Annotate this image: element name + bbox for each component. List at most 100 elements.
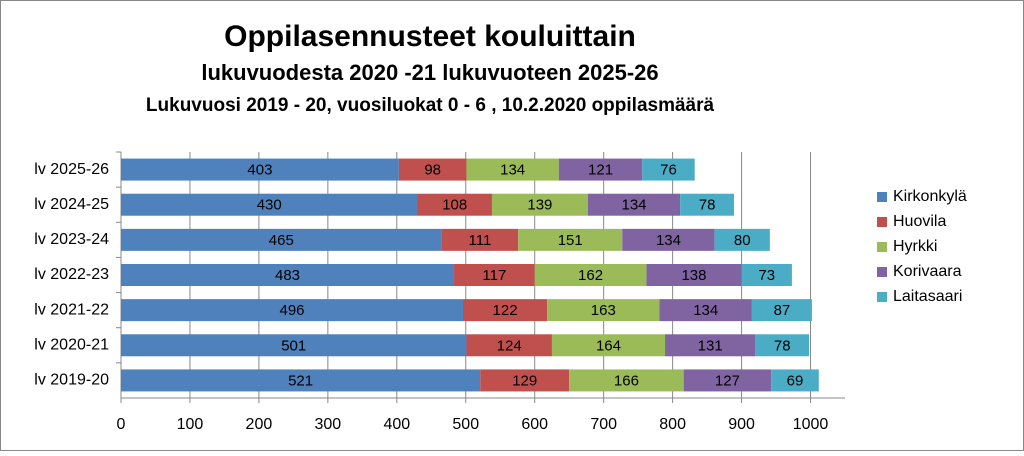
legend-label: Kirkonkylä <box>893 188 967 205</box>
y-tick-label: lv 2021-22 <box>34 301 109 318</box>
bar-segment <box>441 228 519 251</box>
bar-segment <box>646 264 742 286</box>
bar-segment <box>755 334 810 357</box>
bar-segment <box>121 158 399 181</box>
value-label: 138 <box>681 267 706 284</box>
bar-segment <box>558 158 643 181</box>
chart-note: Lukuvuosi 2019 - 20, vuosiluokat 0 - 6 ,… <box>146 95 715 116</box>
x-tick-label: 200 <box>246 416 273 433</box>
bar-segment <box>454 264 535 286</box>
value-label: 131 <box>698 337 723 354</box>
value-label: 111 <box>468 232 491 249</box>
bar-segment <box>683 369 772 392</box>
bar-segment <box>665 334 756 357</box>
bar-segment <box>121 299 464 322</box>
x-tick-label: 700 <box>590 416 617 433</box>
value-label: 403 <box>247 162 272 179</box>
legend-label: Laitasaari <box>893 288 962 305</box>
value-label: 108 <box>442 197 467 214</box>
bar-segment <box>751 299 812 322</box>
bar-segment <box>518 228 623 251</box>
value-label: 98 <box>424 162 441 179</box>
bar-segment <box>121 264 455 286</box>
bar-segment <box>587 193 681 216</box>
x-tick-label: 400 <box>383 416 410 433</box>
value-label: 134 <box>693 302 718 319</box>
bar-segment <box>659 299 752 322</box>
bar-segment <box>771 369 819 392</box>
value-label: 430 <box>257 197 282 214</box>
legend-swatch <box>877 267 887 277</box>
x-tick-label: 900 <box>728 416 755 433</box>
value-label: 501 <box>281 337 306 354</box>
bar-segment <box>121 228 442 251</box>
value-label: 496 <box>279 302 304 319</box>
bar-segment <box>121 334 467 357</box>
x-tick-label: 0 <box>117 416 126 433</box>
bar-segment <box>547 299 660 322</box>
value-label: 134 <box>500 162 525 179</box>
bar-segment <box>569 369 684 392</box>
value-label: 80 <box>734 232 751 249</box>
value-label: 129 <box>512 372 537 389</box>
bar-segment <box>463 299 548 322</box>
value-label: 139 <box>527 197 552 214</box>
bar-segment <box>534 264 647 286</box>
value-label: 521 <box>288 372 313 389</box>
x-tick-label: 300 <box>315 416 342 433</box>
chart-title: Oppilasennusteet kouluittain <box>224 20 636 53</box>
legend-swatch <box>877 292 887 302</box>
x-tick-label: 600 <box>521 416 548 433</box>
legend-swatch <box>877 192 887 202</box>
y-tick-label: lv 2025-26 <box>34 161 109 178</box>
legend-label: Huovila <box>893 213 946 230</box>
bar-segment <box>622 228 715 251</box>
x-tick-label: 500 <box>452 416 479 433</box>
value-label: 124 <box>497 337 522 354</box>
x-tick-label: 800 <box>659 416 686 433</box>
bar-segment <box>417 193 492 216</box>
value-label: 122 <box>493 302 518 319</box>
value-label: 151 <box>558 232 583 249</box>
bar-segment <box>466 158 559 181</box>
y-tick-label: lv 2023-24 <box>34 231 109 248</box>
value-label: 134 <box>656 232 681 249</box>
value-label: 163 <box>591 302 616 319</box>
bar-segment <box>121 193 418 216</box>
bar-segment <box>680 193 734 216</box>
bar-segment <box>642 158 695 181</box>
y-tick-label: lv 2024-25 <box>34 196 109 213</box>
value-label: 73 <box>758 267 775 284</box>
value-label: 121 <box>588 162 613 179</box>
bar-segment <box>398 158 467 181</box>
legend-swatch <box>877 242 887 252</box>
value-label: 127 <box>715 372 740 389</box>
value-label: 465 <box>269 232 294 249</box>
value-label: 78 <box>774 337 791 354</box>
bar-segment <box>466 334 552 357</box>
value-label: 87 <box>774 302 791 319</box>
x-tick-label: 100 <box>177 416 204 433</box>
bar-segment <box>714 228 770 251</box>
bar-segment <box>741 264 792 286</box>
x-tick-label: 1000 <box>793 416 829 433</box>
value-label: 483 <box>275 267 300 284</box>
bar-segment <box>551 334 666 357</box>
value-label: 166 <box>614 372 639 389</box>
value-label: 69 <box>787 372 804 389</box>
y-tick-label: lv 2022-23 <box>34 266 109 283</box>
legend-swatch <box>877 217 887 227</box>
y-tick-label: lv 2020-21 <box>34 337 109 354</box>
value-label: 117 <box>482 267 506 284</box>
bar-segment <box>491 193 588 216</box>
bar-segment <box>121 369 481 392</box>
legend-label: Korivaara <box>893 263 962 280</box>
chart-subtitle: lukuvuodesta 2020 -21 lukuvuoteen 2025-2… <box>201 60 658 85</box>
y-tick-label: lv 2019-20 <box>34 372 109 389</box>
value-label: 162 <box>578 267 603 284</box>
value-label: 134 <box>621 197 646 214</box>
legend-label: Hyrkki <box>893 238 937 255</box>
bar-segment <box>480 369 570 392</box>
value-label: 76 <box>660 162 677 179</box>
